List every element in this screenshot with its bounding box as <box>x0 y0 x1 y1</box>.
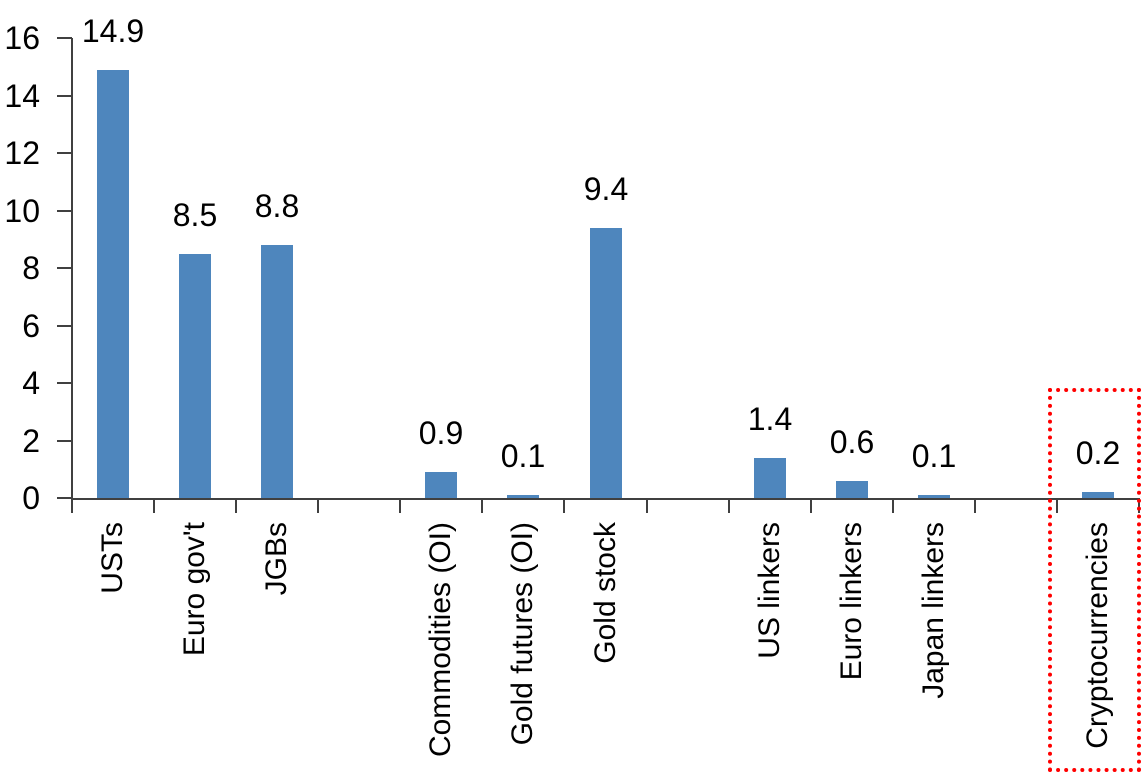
y-axis-tick <box>57 382 72 384</box>
y-tick-label: 10 <box>4 193 40 229</box>
bar <box>507 495 539 498</box>
bar <box>918 495 950 498</box>
y-tick-label: 14 <box>4 78 40 114</box>
y-axis-tick <box>57 267 72 269</box>
y-tick-label: 8 <box>22 250 40 286</box>
bar-value-label: 14.9 <box>81 13 145 49</box>
category-label: Euro gov't <box>178 522 211 657</box>
y-axis-tick <box>57 95 72 97</box>
category-label: Japan linkers <box>917 522 950 699</box>
bar <box>261 245 293 498</box>
y-axis-tick <box>57 152 72 154</box>
x-axis-tick <box>728 500 730 513</box>
x-axis-tick <box>153 500 155 513</box>
bar <box>754 458 786 498</box>
bar-value-label: 8.5 <box>172 197 218 233</box>
x-axis-tick <box>71 500 73 513</box>
category-label: Euro linkers <box>835 522 868 681</box>
bar <box>1082 492 1114 498</box>
x-axis-tick <box>810 500 812 513</box>
y-axis-tick <box>57 210 72 212</box>
bar <box>425 472 457 498</box>
y-tick-label: 4 <box>22 365 40 401</box>
y-tick-label: 6 <box>22 308 40 344</box>
y-axis <box>71 38 73 500</box>
y-tick-label: 16 <box>4 20 40 56</box>
category-label: Commodities (OI) <box>424 522 457 758</box>
y-axis-tick <box>57 497 72 499</box>
bar <box>97 70 129 498</box>
x-axis <box>71 498 1140 500</box>
bar <box>179 254 211 498</box>
category-label: US linkers <box>753 522 786 659</box>
y-axis-tick <box>57 325 72 327</box>
bar-value-label: 8.8 <box>254 188 300 224</box>
x-axis-tick <box>892 500 894 513</box>
y-axis-tick <box>57 37 72 39</box>
x-axis-tick <box>399 500 401 513</box>
bar-value-label: 0.1 <box>500 438 546 474</box>
bar <box>590 228 622 498</box>
y-axis-tick <box>57 440 72 442</box>
bar-value-label: 0.6 <box>829 424 875 460</box>
x-axis-tick <box>481 500 483 513</box>
bar-value-label: 0.1 <box>911 438 957 474</box>
bar-value-label: 0.9 <box>418 415 464 451</box>
bar-value-label: 1.4 <box>747 401 793 437</box>
x-axis-tick <box>235 500 237 513</box>
y-tick-label: 2 <box>22 423 40 459</box>
bar-value-label: 9.4 <box>583 171 629 207</box>
bar <box>836 481 868 498</box>
y-tick-label: 0 <box>22 480 40 516</box>
y-tick-label: 12 <box>4 135 40 171</box>
category-label: USTs <box>96 522 129 594</box>
x-axis-tick <box>974 500 976 513</box>
x-axis-tick <box>563 500 565 513</box>
category-label: JGBs <box>260 522 293 596</box>
x-axis-tick <box>317 500 319 513</box>
category-label: Gold futures (OI) <box>506 522 539 746</box>
category-label: Gold stock <box>589 522 622 664</box>
x-axis-tick <box>646 500 648 513</box>
x-axis-tick <box>1056 500 1058 513</box>
bar-value-label: 0.2 <box>1075 435 1121 471</box>
highlight-box <box>1048 388 1141 772</box>
